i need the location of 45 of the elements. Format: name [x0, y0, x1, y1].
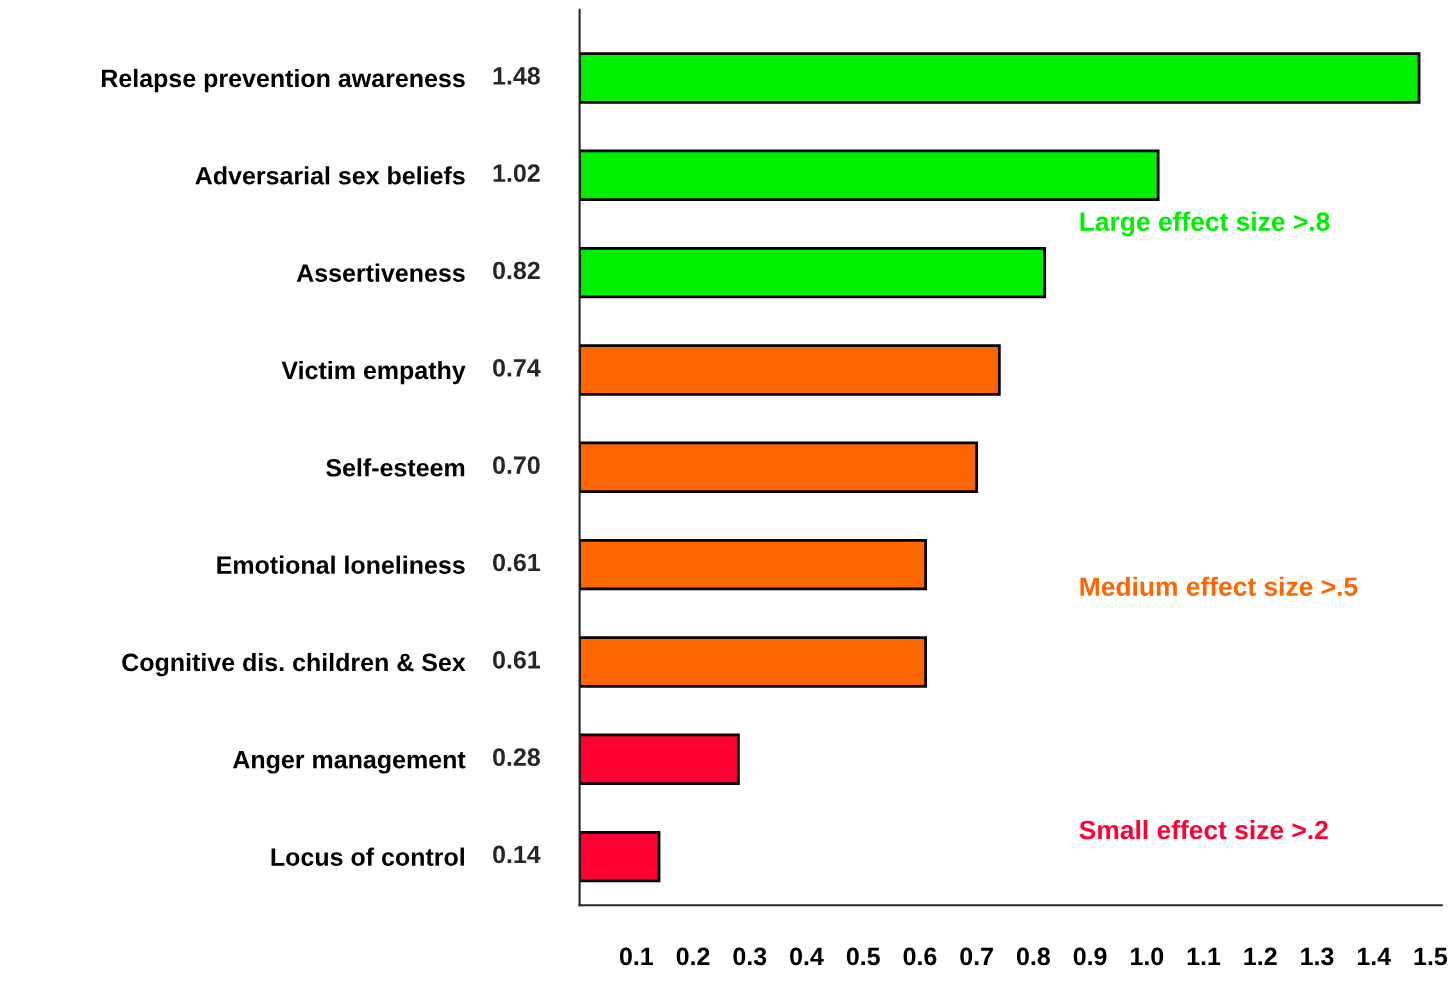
bar: [579, 149, 1160, 202]
y-tick-label: Relapse prevention awareness: [101, 68, 465, 93]
x-tick-label: 1.4: [1357, 947, 1391, 966]
x-tick-label: 1.1: [1187, 947, 1221, 966]
bar: [579, 636, 927, 688]
x-tick-label: 1.0: [1131, 947, 1164, 966]
text: 1.02: [493, 164, 540, 183]
bar: [579, 538, 927, 591]
text: 0.74: [493, 358, 541, 377]
x-tick-label: 1.2: [1244, 947, 1277, 966]
text: 1.48: [493, 66, 540, 85]
y-tick-label: Anger management: [232, 751, 466, 774]
bar: [579, 441, 979, 494]
y-tick-label: Emotional loneliness: [217, 555, 465, 574]
series-label: Large effect size >.8: [1080, 211, 1330, 237]
y-tick-label: Adversarial sex beliefs: [195, 166, 465, 185]
x-tick-label: 0.3: [733, 947, 767, 966]
text: Medium effect size >.5: [1080, 576, 1358, 597]
y-tick-label: Self-esteem: [326, 458, 465, 477]
y-tick-label: Locus of control: [271, 847, 464, 866]
bar: [579, 246, 1047, 299]
bar: [579, 52, 1421, 104]
bar: [579, 344, 1001, 396]
text: 0.61: [493, 650, 541, 669]
text: Small effect size >.2: [1079, 819, 1328, 840]
x-tick-label: 1.3: [1301, 947, 1334, 966]
text: 0.82: [493, 261, 540, 280]
text: 0.70: [493, 456, 540, 474]
x-tick-label: 1.5: [1414, 947, 1448, 966]
y-tick-label: Victim empathy: [281, 360, 466, 385]
text: 0.14: [493, 845, 541, 864]
x-tick-label: 0.1: [619, 947, 653, 966]
bar: [579, 733, 740, 786]
x-tick-label: 0.8: [1016, 947, 1050, 966]
x-tick-label: 0.2: [676, 947, 710, 966]
x-tick-label: 0.9: [1073, 947, 1107, 966]
x-tick-label: 0.4: [790, 947, 824, 966]
bar: [579, 830, 661, 883]
text: 0.28: [493, 748, 540, 766]
y-tick-label: Cognitive dis. children & Sex: [122, 652, 466, 677]
x-tick-label: 0.7: [960, 947, 993, 966]
x-tick-label: 0.5: [846, 947, 880, 966]
x-tick-label: 0.6: [903, 947, 937, 966]
y-tick-label: Assertiveness: [296, 263, 465, 282]
text: 0.61: [493, 553, 541, 572]
